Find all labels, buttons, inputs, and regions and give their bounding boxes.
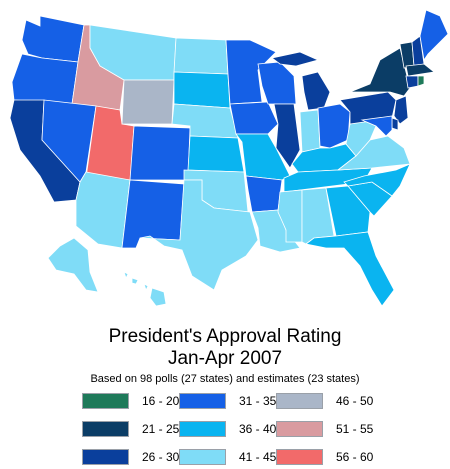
legend-swatch [276,393,323,409]
legend-swatch [179,421,226,437]
legend-item: 46 - 50 [276,391,373,411]
state-nc [343,163,411,197]
state-in [299,109,321,153]
legend-item: 26 - 30 [82,447,179,467]
legend-swatch [276,449,323,465]
legend-label: 56 - 60 [336,450,374,464]
state-me [419,9,449,62]
state-de [391,117,399,131]
legend-swatch [82,393,129,409]
state-wa [21,15,85,63]
legend-item: 31 - 35 [179,391,276,411]
state-ks [187,135,245,173]
state-tx [139,179,259,291]
legend-label: 46 - 50 [336,394,374,408]
legend-swatch [276,421,323,437]
legend-item: 36 - 40 [179,419,276,439]
legend-item: 16 - 20 [82,391,179,411]
map-title-line1: President's Approval Rating [108,326,342,347]
state-md [360,115,393,137]
state-az [75,171,131,249]
legend-item: 21 - 25 [82,419,179,439]
state-ia [229,101,279,135]
state-ak [47,237,99,293]
legend-label: 36 - 40 [239,422,277,436]
state-ga [325,185,371,237]
state-fl [305,231,395,307]
us-map [9,9,449,307]
state-nj [393,95,409,125]
state-co [129,125,191,181]
legend-label: 16 - 20 [142,394,180,408]
legend-label: 51 - 55 [336,422,374,436]
legend-label: 21 - 25 [142,422,180,436]
map-subtitle: Based on 98 polls (27 states) and estima… [90,373,360,385]
state-ri [417,75,425,87]
legend-label: 41 - 45 [239,450,277,464]
state-wy [121,79,175,125]
map-title-line2: Jan-Apr 2007 [167,348,283,369]
state-mn [225,39,277,105]
legend-swatch [82,421,129,437]
legend-label: 31 - 35 [239,394,277,408]
legend: 16 - 20 21 - 25 26 - 30 31 - 35 36 - 40 … [82,391,412,469]
state-hi [123,271,167,307]
state-ny [349,47,411,97]
state-wi [257,61,297,105]
legend-swatch [179,449,226,465]
legend-swatch [179,393,226,409]
state-ct [405,75,419,89]
state-sd [173,71,231,109]
state-il [273,103,301,169]
legend-label: 26 - 30 [142,450,180,464]
us-map-svg [9,9,449,307]
legend-swatch [82,449,129,465]
legend-item: 56 - 60 [276,447,373,467]
legend-item: 51 - 55 [276,419,373,439]
state-nd [173,37,229,75]
legend-item: 41 - 45 [179,447,276,467]
state-or [11,53,79,105]
state-ar [245,175,283,213]
state-ma [405,63,435,77]
state-oh [317,103,351,149]
